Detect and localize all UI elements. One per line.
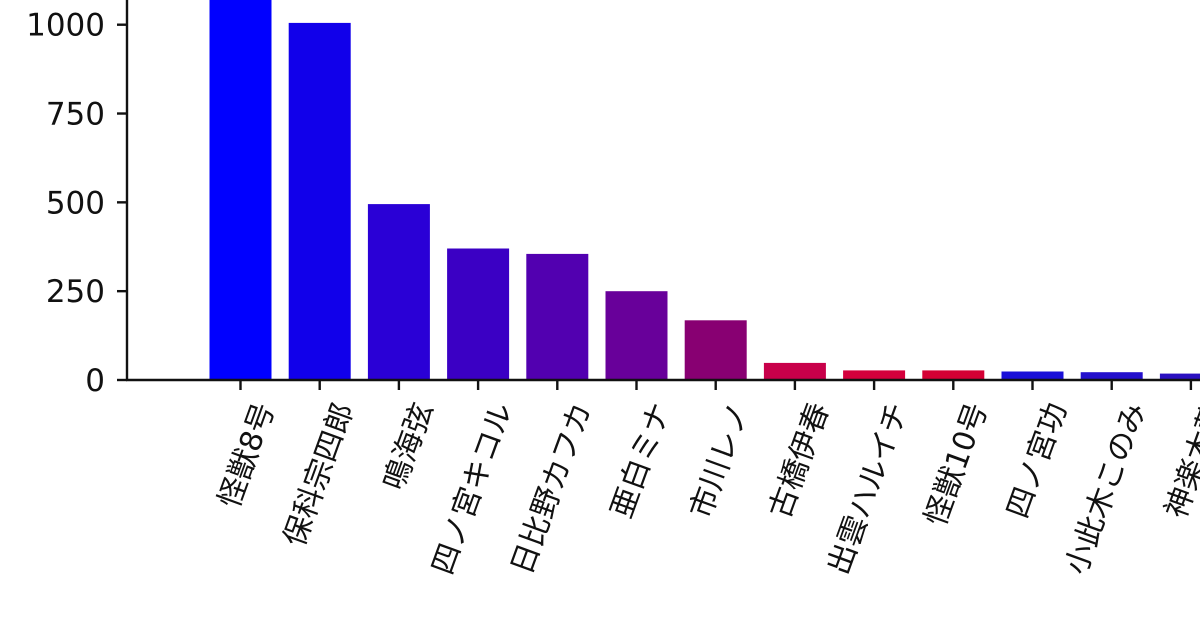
- x-category-label: 鳴海弦: [377, 398, 441, 495]
- bar-11: [1001, 371, 1064, 380]
- x-category-label: 古橋伊春: [763, 398, 837, 523]
- x-category-label: 日比野カフカ: [505, 398, 599, 579]
- bar-6: [605, 291, 668, 380]
- x-category-label: 神楽木葵: [1159, 398, 1200, 523]
- x-category-label: 出雲ハルイチ: [821, 398, 915, 579]
- x-category-label: 四ノ宮功: [1000, 398, 1074, 523]
- bar-4: [447, 248, 510, 380]
- y-tick-label: 1000: [26, 8, 105, 44]
- bar-12: [1080, 372, 1143, 380]
- y-tick-label: 750: [46, 97, 105, 133]
- bars-group: [209, 0, 1200, 381]
- x-category-label: 怪獣8号: [212, 398, 282, 512]
- bar-7: [684, 320, 747, 380]
- x-category-label: 四ノ宮キコル: [425, 398, 519, 579]
- bar-2: [288, 22, 351, 381]
- x-category-label: 市川レノ: [684, 398, 758, 523]
- y-axis: 0 250 500 750 1000: [26, 0, 129, 399]
- bar-5: [526, 253, 589, 380]
- x-category-label: 亜白ミナ: [604, 398, 678, 523]
- bar-10: [922, 370, 985, 380]
- bar-8: [763, 362, 826, 380]
- x-category-label: 小此木このみ: [1059, 398, 1153, 579]
- y-tick-label: 500: [46, 185, 105, 221]
- bar-1: [209, 0, 272, 380]
- bar-3: [367, 204, 430, 380]
- x-category-label: 保科宗四郎: [277, 398, 361, 551]
- y-tick-label: 0: [85, 363, 105, 399]
- bar-9: [843, 370, 906, 380]
- x-category-label: 怪獣10号: [918, 398, 995, 530]
- y-tick-label: 250: [46, 274, 105, 310]
- bar-13: [1159, 373, 1200, 380]
